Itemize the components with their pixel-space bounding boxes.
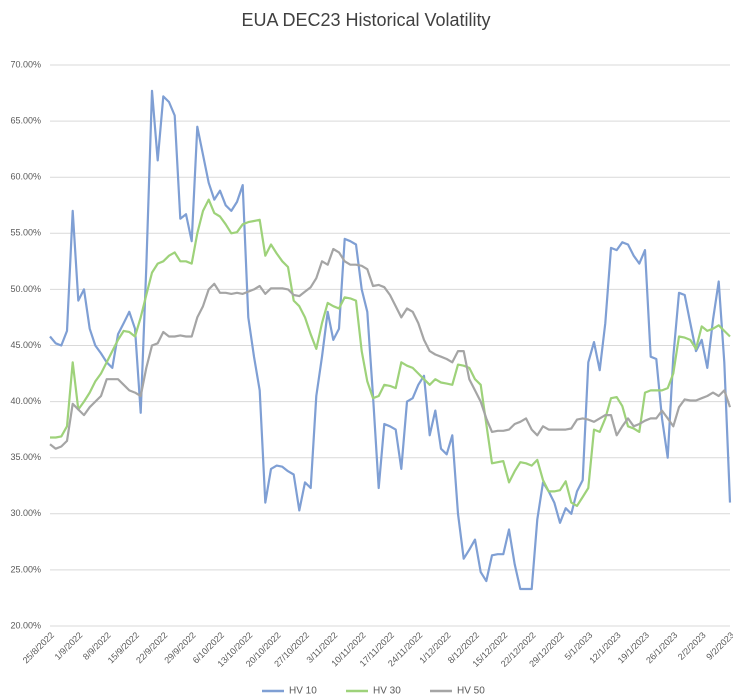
x-tick-label: 2/2/2023 [676, 630, 708, 662]
y-tick-label: 35.00% [10, 452, 41, 462]
y-tick-label: 45.00% [10, 340, 41, 350]
y-tick-label: 30.00% [10, 508, 41, 518]
legend-label: HV 30 [373, 686, 401, 697]
x-tick-label: 25/8/2022 [21, 630, 56, 665]
y-tick-label: 20.00% [10, 620, 41, 630]
y-tick-label: 70.00% [10, 59, 41, 69]
y-tick-label: 50.00% [10, 284, 41, 294]
legend-label: HV 50 [457, 686, 485, 697]
line-series [49, 89, 732, 591]
y-tick-label: 55.00% [10, 228, 41, 238]
line-series [50, 198, 731, 507]
legend-label: HV 10 [289, 686, 317, 697]
chart-title: EUA DEC23 Historical Volatility [241, 10, 490, 30]
y-tick-label: 60.00% [10, 172, 41, 182]
x-tick-label: 1/9/2022 [53, 630, 85, 662]
y-tick-label: 40.00% [10, 396, 41, 406]
x-tick-label: 9/2/2023 [704, 630, 733, 662]
line-series [49, 247, 732, 450]
y-tick-label: 25.00% [10, 564, 41, 574]
x-tick-label: 26/1/2023 [644, 630, 679, 665]
y-tick-label: 65.00% [10, 115, 41, 125]
